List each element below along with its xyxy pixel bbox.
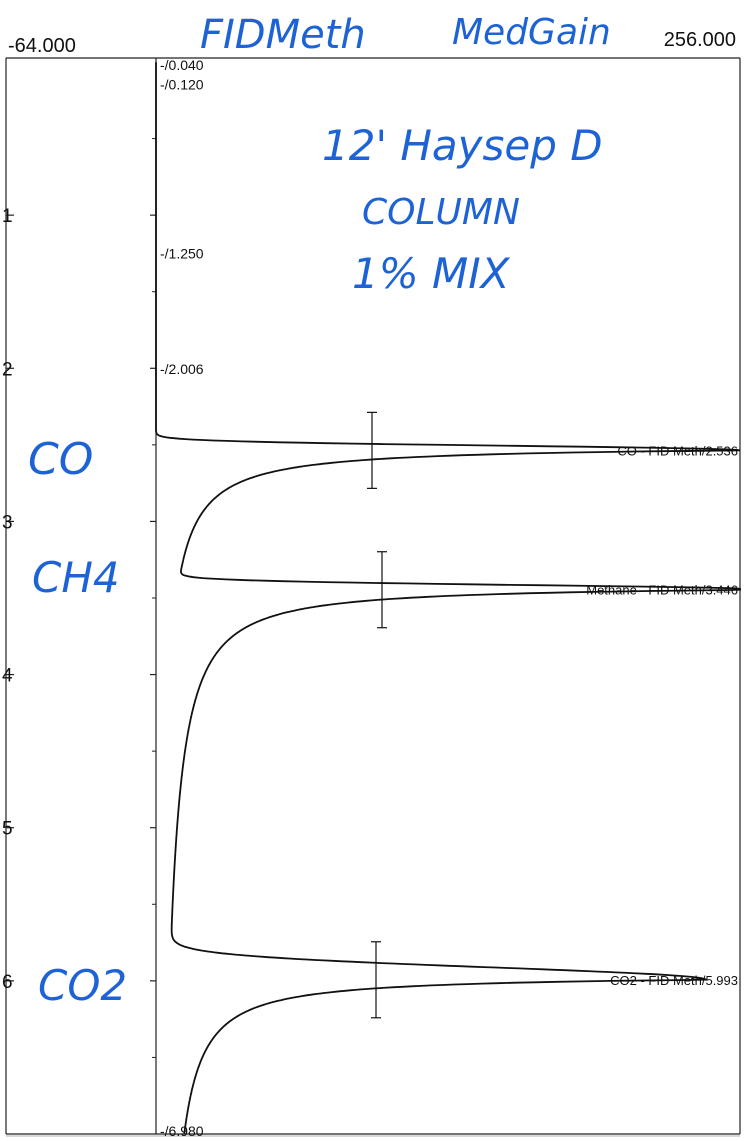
handwritten-peak-ch4: CH4 (32, 553, 120, 602)
chromatogram-trace (155, 62, 741, 1135)
handwritten-note-column: COLUMN (362, 192, 520, 233)
y-tick-label: 4 (2, 666, 13, 687)
x-min-label: -64.000 (8, 35, 76, 57)
handwritten-title-left: FIDMeth (200, 12, 366, 58)
time-marker-label: -/0.120 (160, 76, 204, 92)
y-tick-label: 2 (2, 359, 13, 380)
y-tick-labels: 1 2 3 4 5 6 (2, 206, 13, 993)
y-tick-label: 6 (2, 972, 13, 993)
y-tick-label: 3 (2, 512, 13, 533)
time-marker-label: -/0.040 (160, 57, 204, 73)
time-marker-label: -/1.250 (160, 245, 204, 261)
peak-annotations: CO - FID Meth/2.536 Methane - FID Meth/3.… (367, 411, 738, 1019)
peak-label: CO - FID Meth/2.536 (617, 443, 738, 458)
handwritten-peak-co2: CO2 (38, 961, 127, 1010)
handwritten-peak-co: CO (28, 434, 93, 485)
handwritten-note-mix: 1% MIX (352, 249, 511, 298)
peak-label: CO2 - FID Meth/5.993 (610, 973, 738, 988)
x-max-label: 256.000 (664, 29, 736, 51)
time-marker-label: -/6.980 (160, 1123, 204, 1139)
peak-label: Methane - FID Meth/3.446 (586, 583, 738, 598)
y-tick-label: 1 (2, 206, 13, 227)
time-marker-label: -/2.006 (160, 361, 204, 377)
handwritten-title-right: MedGain (452, 12, 611, 53)
time-markers: -/0.040 -/0.120 -/1.250 -/2.006 -/6.980 (160, 57, 204, 1139)
handwritten-note-column-type: 12' Haysep D (322, 121, 603, 170)
y-tick-label: 5 (2, 819, 13, 840)
